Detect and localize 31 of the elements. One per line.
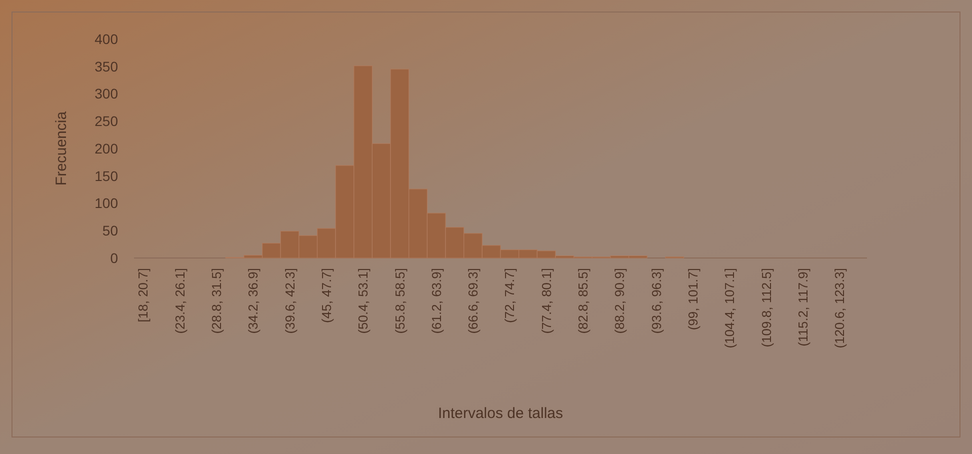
x-tick-label: (39.6, 42.3] — [282, 268, 298, 334]
y-tick-label: 150 — [94, 168, 118, 184]
y-tick-label: 250 — [94, 113, 118, 130]
y-tick-label: 350 — [94, 58, 118, 74]
x-tick-label: (99, 101.7] — [685, 268, 700, 330]
x-tick-label: (55.8, 58.5] — [392, 268, 408, 334]
x-tick-label: (34.2, 36.9] — [246, 268, 261, 334]
x-tick-label: (23.4, 26.1] — [172, 268, 188, 334]
x-tick-label: (61.2, 63.9] — [428, 268, 444, 334]
y-tick-label: 50 — [102, 222, 118, 239]
x-tick-label: (45, 47.7] — [318, 268, 334, 323]
x-tick-label: (72, 74.7] — [502, 268, 518, 323]
y-tick-label: 200 — [94, 140, 118, 156]
x-axis-title: Intervalos de tallas — [438, 405, 564, 422]
x-tick-label: (109.8, 112.5] — [758, 268, 774, 348]
x-tick-label: (82.8, 85.5] — [576, 268, 591, 334]
y-tick-label: 0 — [110, 250, 118, 266]
x-tick-label: (77.4, 80.1] — [538, 268, 554, 334]
x-tick-label: [18, 20.7] — [136, 268, 151, 322]
x-tick-label: (50.4, 53.1] — [356, 268, 371, 334]
y-axis-title: Frecuencia — [53, 110, 70, 186]
x-tick-label: (115.2, 117.9] — [795, 268, 810, 346]
y-tick-label: 100 — [94, 195, 118, 212]
x-tick-label: (66.6, 69.3] — [466, 268, 481, 334]
x-tick-label: (88.2, 90.9] — [612, 268, 628, 334]
y-tick-label: 400 — [94, 30, 118, 47]
x-tick-label: (93.6, 96.3] — [648, 268, 664, 334]
x-tick-label: (104.4, 107.1] — [722, 268, 738, 348]
y-tick-label: 300 — [94, 86, 118, 102]
x-tick-label: (120.6, 123.3] — [832, 268, 848, 348]
x-tick-label: (28.8, 31.5] — [209, 268, 224, 334]
